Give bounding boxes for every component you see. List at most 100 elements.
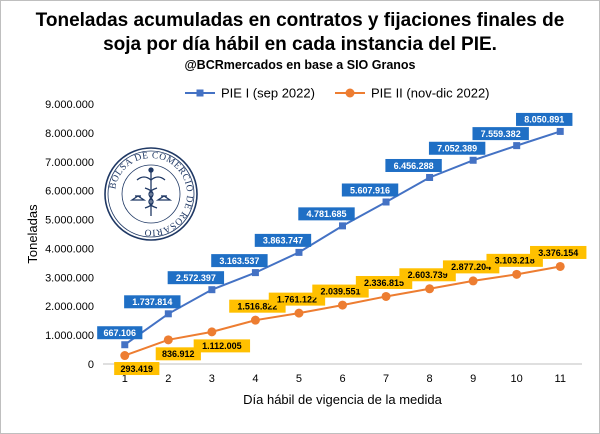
y-tick-label: 8.000.000 xyxy=(45,128,94,140)
x-tick-label: 6 xyxy=(339,373,345,385)
svg-text:1.516.822: 1.516.822 xyxy=(237,301,277,311)
svg-text:3.103.218: 3.103.218 xyxy=(495,256,535,266)
series-1-point xyxy=(121,341,129,349)
series-2-point xyxy=(555,261,565,271)
x-tick-label: 1 xyxy=(122,373,128,385)
svg-text:4.781.685: 4.781.685 xyxy=(306,209,346,219)
svg-text:2.039.551: 2.039.551 xyxy=(320,286,360,296)
x-tick-label: 2 xyxy=(165,373,171,385)
x-tick-label: 10 xyxy=(511,373,523,385)
x-tick-label: 11 xyxy=(555,373,566,385)
x-tick-label: 7 xyxy=(383,373,389,385)
y-tick-label: 2.000.000 xyxy=(45,301,94,313)
caduceus-icon xyxy=(129,167,173,216)
svg-text:3.863.747: 3.863.747 xyxy=(263,236,303,246)
svg-text:2.336.815: 2.336.815 xyxy=(364,278,404,288)
series-2-point xyxy=(120,351,130,361)
svg-text:1.112.005: 1.112.005 xyxy=(202,341,242,351)
svg-text:836.912: 836.912 xyxy=(162,349,195,359)
series-1-data-label: 4.781.685 xyxy=(298,207,355,221)
y-tick-label: 9.000.000 xyxy=(45,99,94,111)
x-tick-label: 8 xyxy=(427,373,433,385)
svg-text:7.559.382: 7.559.382 xyxy=(481,129,521,139)
series-2-data-label: 836.912 xyxy=(155,347,201,361)
chart-title-line-1: Toneladas acumuladas en contratos y fija… xyxy=(35,10,565,31)
chart-title-line-2: soja por día hábil en cada instancia del… xyxy=(103,34,497,55)
series-1-data-label: 2.572.397 xyxy=(167,271,225,285)
series-1-data-label: 667.106 xyxy=(97,326,143,340)
series-2-point xyxy=(512,269,522,279)
svg-text:667.106: 667.106 xyxy=(103,328,136,338)
svg-text:3.376.154: 3.376.154 xyxy=(538,248,578,258)
svg-text:2.877.204: 2.877.204 xyxy=(451,262,491,272)
series-1-data-label: 3.863.747 xyxy=(254,233,312,247)
svg-text:1.761.122: 1.761.122 xyxy=(277,294,317,304)
x-tick-label: 9 xyxy=(470,373,476,385)
series-1-point xyxy=(382,198,390,206)
y-tick-label: 5.000.000 xyxy=(45,215,94,227)
series-1-point xyxy=(251,269,259,277)
series-2-point xyxy=(163,335,173,345)
series-1-point xyxy=(513,142,521,150)
series-2-point xyxy=(294,308,304,318)
series-1-data-label: 3.163.537 xyxy=(211,254,268,268)
x-axis-title: Día hábil de vigencia de la medida xyxy=(243,392,443,407)
legend-label: PIE II (nov-dic 2022) xyxy=(371,86,490,101)
series-2-data-label: 2.336.815 xyxy=(355,275,413,289)
series-2-point xyxy=(338,300,347,310)
y-tick-label: 3.000.000 xyxy=(45,272,94,284)
series-1-data-label: 7.559.382 xyxy=(472,127,529,141)
series-1-point xyxy=(556,127,564,135)
series-2-point xyxy=(381,291,391,301)
legend-label: PIE I (sep 2022) xyxy=(221,86,315,101)
y-tick-label: 1.000.000 xyxy=(45,330,94,342)
svg-text:1.737.814: 1.737.814 xyxy=(132,297,172,307)
series-2-point xyxy=(468,276,478,286)
series-2-data-label: 1.112.005 xyxy=(193,339,251,353)
svg-text:3.163.537: 3.163.537 xyxy=(219,256,259,266)
series-1-point xyxy=(426,173,434,181)
series-1-data-label: 5.607.916 xyxy=(341,183,399,197)
series-2-point xyxy=(425,284,435,294)
svg-text:6.456.288: 6.456.288 xyxy=(394,161,434,171)
svg-text:293.419: 293.419 xyxy=(120,364,153,374)
x-tick-label: 3 xyxy=(209,373,215,385)
series-2-data-label: 2.039.551 xyxy=(312,284,369,298)
y-tick-label: 0 xyxy=(88,359,94,371)
series-1-data-label: 1.737.814 xyxy=(124,295,181,309)
series-2-data-label: 3.376.154 xyxy=(530,245,587,259)
series-1-point xyxy=(208,286,216,294)
x-tick-label: 5 xyxy=(296,373,302,385)
svg-text:7.052.389: 7.052.389 xyxy=(437,144,477,154)
y-axis-title: Toneladas xyxy=(25,204,40,264)
legend-item-1: PIE I (sep 2022) xyxy=(185,86,315,101)
series-1-data-label: 8.050.891 xyxy=(516,112,573,126)
svg-text:8.050.891: 8.050.891 xyxy=(524,115,564,125)
x-tick-label: 4 xyxy=(252,373,258,385)
series-2-point xyxy=(207,327,217,337)
svg-text:5.607.916: 5.607.916 xyxy=(350,185,390,195)
chart-title: Toneladas acumuladas en contratos y fija… xyxy=(0,9,600,57)
series-1-point xyxy=(339,222,346,230)
y-tick-label: 7.000.000 xyxy=(45,157,94,169)
series-1-data-label: 6.456.288 xyxy=(385,158,442,172)
y-tick-label: 4.000.000 xyxy=(45,243,94,255)
legend-item-2: PIE II (nov-dic 2022) xyxy=(335,86,490,101)
series-1-point xyxy=(295,248,303,256)
series-1-point xyxy=(469,156,477,164)
series-2-data-label: 1.761.122 xyxy=(268,292,326,306)
series-1-data-label: 7.052.389 xyxy=(428,141,486,155)
chart-subtitle: @BCRmercados en base a SIO Granos xyxy=(184,58,416,72)
series-1-point xyxy=(164,310,172,318)
series-2-data-label: 2.877.204 xyxy=(442,260,500,274)
series-line-1 xyxy=(124,130,561,346)
series-2-data-label: 293.419 xyxy=(114,362,160,376)
series-2-point xyxy=(250,315,260,325)
series-2-data-label: 2.603.739 xyxy=(399,268,456,282)
svg-text:2.603.739: 2.603.739 xyxy=(408,270,448,280)
series-2-data-label: 3.103.218 xyxy=(486,253,543,267)
bcr-logo: BOLSA DE COMERCIO DE ROSARIO xyxy=(104,147,198,241)
svg-text:2.572.397: 2.572.397 xyxy=(176,273,216,283)
y-tick-label: 6.000.000 xyxy=(45,186,94,198)
